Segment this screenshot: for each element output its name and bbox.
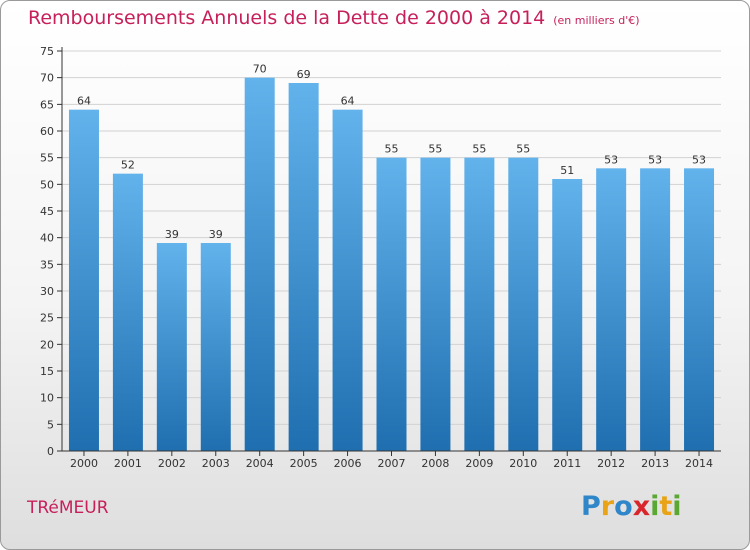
data-label: 70 <box>253 63 267 76</box>
data-label: 53 <box>692 153 706 166</box>
logo-letter: i <box>650 491 660 522</box>
proxiti-logo[interactable]: Proxiti <box>581 491 682 522</box>
x-tick-label: 2011 <box>553 457 581 470</box>
bar <box>156 243 187 451</box>
x-tick-label: 2010 <box>509 457 537 470</box>
y-tick-label: 0 <box>47 445 54 458</box>
data-label: 55 <box>516 143 530 156</box>
logo-letter: P <box>581 491 601 522</box>
y-tick-label: 10 <box>40 392 54 405</box>
logo-letter: i <box>672 491 682 522</box>
y-tick-label: 65 <box>40 98 54 111</box>
x-tick-label: 2012 <box>597 457 625 470</box>
data-label: 39 <box>165 228 179 241</box>
logo-letter: o <box>614 491 633 522</box>
data-label: 64 <box>341 95 355 108</box>
x-tick-label: 2002 <box>158 457 186 470</box>
bar <box>288 83 319 451</box>
y-tick-label: 25 <box>40 312 54 325</box>
x-tick-label: 2009 <box>465 457 493 470</box>
data-label: 64 <box>77 95 91 108</box>
bar <box>68 109 99 452</box>
bar <box>332 109 363 452</box>
bar <box>420 157 451 451</box>
y-tick-label: 30 <box>40 285 54 298</box>
y-tick-label: 5 <box>47 418 54 431</box>
x-tick-label: 2005 <box>290 457 318 470</box>
data-label: 52 <box>121 159 135 172</box>
y-tick-label: 45 <box>40 205 54 218</box>
x-tick-label: 2006 <box>334 457 362 470</box>
bar <box>508 157 539 451</box>
x-tick-label: 2004 <box>246 457 274 470</box>
bar <box>200 243 231 451</box>
chart-title: Remboursements Annuels de la Dette de 20… <box>28 7 640 29</box>
data-label: 39 <box>209 228 223 241</box>
data-label: 53 <box>648 153 662 166</box>
x-tick-label: 2003 <box>202 457 230 470</box>
bar <box>112 173 143 451</box>
bar <box>552 179 583 451</box>
y-tick-label: 50 <box>40 178 54 191</box>
y-tick-label: 75 <box>40 45 54 58</box>
chart-title-text: Remboursements Annuels de la Dette de 20… <box>28 7 546 29</box>
axes: 0 5 10 15 20 25 30 35 40 45 50 55 60 65 70 75 2000 2001 20… <box>40 45 721 470</box>
y-tick-label: 60 <box>40 125 54 138</box>
y-tick-label: 35 <box>40 258 54 271</box>
bars <box>68 77 715 452</box>
x-tick-label: 2000 <box>70 457 98 470</box>
x-tick-label: 2001 <box>114 457 142 470</box>
logo-letter: r <box>600 491 615 522</box>
logo-letter: x <box>632 491 651 522</box>
data-label: 55 <box>428 143 442 156</box>
data-label: 53 <box>604 153 618 166</box>
x-tick-label: 2007 <box>378 457 406 470</box>
y-tick-label: 70 <box>40 72 54 85</box>
bar <box>376 157 407 451</box>
y-tick-label: 40 <box>40 232 54 245</box>
bar <box>244 77 275 452</box>
data-label: 51 <box>560 164 574 177</box>
x-tick-label: 2014 <box>685 457 713 470</box>
bar <box>596 168 627 452</box>
y-tick-label: 20 <box>40 338 54 351</box>
data-label: 55 <box>385 143 399 156</box>
y-tick-label: 15 <box>40 365 54 378</box>
logo-letter: t <box>659 491 673 522</box>
x-tick-label: 2013 <box>641 457 669 470</box>
bar <box>684 168 715 452</box>
place-name: TRéMEUR <box>27 498 109 518</box>
data-label: 55 <box>472 143 486 156</box>
bar <box>640 168 671 452</box>
data-labels: 64 52 39 39 70 69 64 55 55 55 55 51 53 53 53 <box>77 63 706 241</box>
chart-unit-label: (en milliers d'€) <box>553 14 640 27</box>
x-tick-label: 2008 <box>421 457 449 470</box>
data-label: 69 <box>297 68 311 81</box>
y-tick-label: 55 <box>40 152 54 165</box>
bar <box>464 157 495 451</box>
